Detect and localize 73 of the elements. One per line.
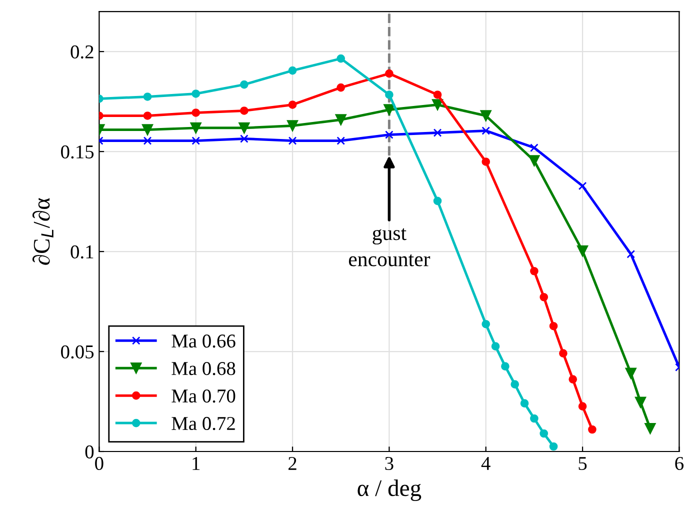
point — [288, 100, 297, 109]
point — [482, 158, 490, 166]
point — [433, 196, 442, 206]
point — [240, 134, 248, 143]
x-tick-label: 3 — [385, 456, 394, 470]
point — [142, 124, 154, 136]
y-tick-label: 0.2 — [70, 45, 94, 59]
legend-label: Ma 0.68 — [172, 362, 236, 376]
x-tick-label: 0 — [95, 456, 104, 470]
point — [568, 375, 578, 384]
point — [432, 99, 444, 110]
point — [335, 114, 346, 126]
point — [540, 429, 548, 438]
y-tick-label: 0.05 — [61, 345, 94, 359]
point — [240, 80, 248, 89]
point — [238, 122, 250, 134]
point — [143, 136, 152, 145]
point — [240, 106, 248, 115]
x-tick-label: 1 — [192, 457, 200, 470]
point — [192, 136, 200, 145]
point — [143, 112, 152, 120]
point — [528, 155, 540, 166]
x-tick-label: 4 — [481, 457, 490, 470]
point — [482, 320, 490, 328]
point — [336, 136, 346, 145]
point — [549, 442, 558, 451]
point — [288, 136, 297, 145]
point — [143, 92, 152, 101]
y-tick-label: 0.1 — [70, 245, 94, 259]
point — [540, 292, 548, 302]
point — [433, 90, 442, 99]
legend-label: Ma 0.72 — [172, 416, 235, 430]
y-axis-title: ∂C$_{L}$/∂α — [32, 198, 54, 265]
point — [576, 245, 588, 256]
point — [336, 83, 346, 92]
point — [588, 425, 596, 434]
point — [192, 90, 200, 98]
point — [385, 130, 394, 139]
point — [482, 126, 490, 135]
point — [549, 322, 558, 330]
point — [192, 108, 200, 117]
point — [625, 368, 636, 379]
x-axis-title: α / deg — [358, 480, 422, 502]
point — [530, 266, 538, 276]
x-tick-label: 5 — [578, 457, 587, 470]
point — [644, 422, 656, 434]
annotation: gust encounter — [348, 228, 430, 266]
point — [578, 182, 587, 190]
point — [336, 54, 346, 63]
legend-label: Ma 0.70 — [172, 389, 236, 403]
y-tick-label: 0.15 — [61, 145, 94, 159]
point — [510, 380, 520, 388]
y-tick-label: 0 — [85, 445, 94, 458]
point — [433, 128, 442, 137]
point — [385, 90, 394, 99]
point — [578, 402, 587, 410]
point — [491, 342, 500, 350]
point — [288, 66, 297, 75]
x-tick-label: 6 — [675, 456, 684, 470]
x-tick-label: 2 — [288, 456, 296, 470]
point — [559, 349, 568, 358]
point — [384, 104, 395, 116]
point — [634, 396, 646, 408]
point — [286, 120, 298, 132]
point — [530, 144, 538, 152]
point — [190, 122, 202, 134]
point — [520, 399, 529, 408]
point — [501, 362, 510, 370]
point — [480, 110, 492, 122]
legend-label: Ma 0.66 — [172, 334, 236, 348]
point — [626, 250, 636, 258]
point — [530, 414, 538, 423]
point — [385, 69, 394, 78]
